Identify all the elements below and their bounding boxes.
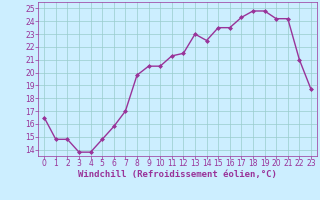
- X-axis label: Windchill (Refroidissement éolien,°C): Windchill (Refroidissement éolien,°C): [78, 170, 277, 179]
